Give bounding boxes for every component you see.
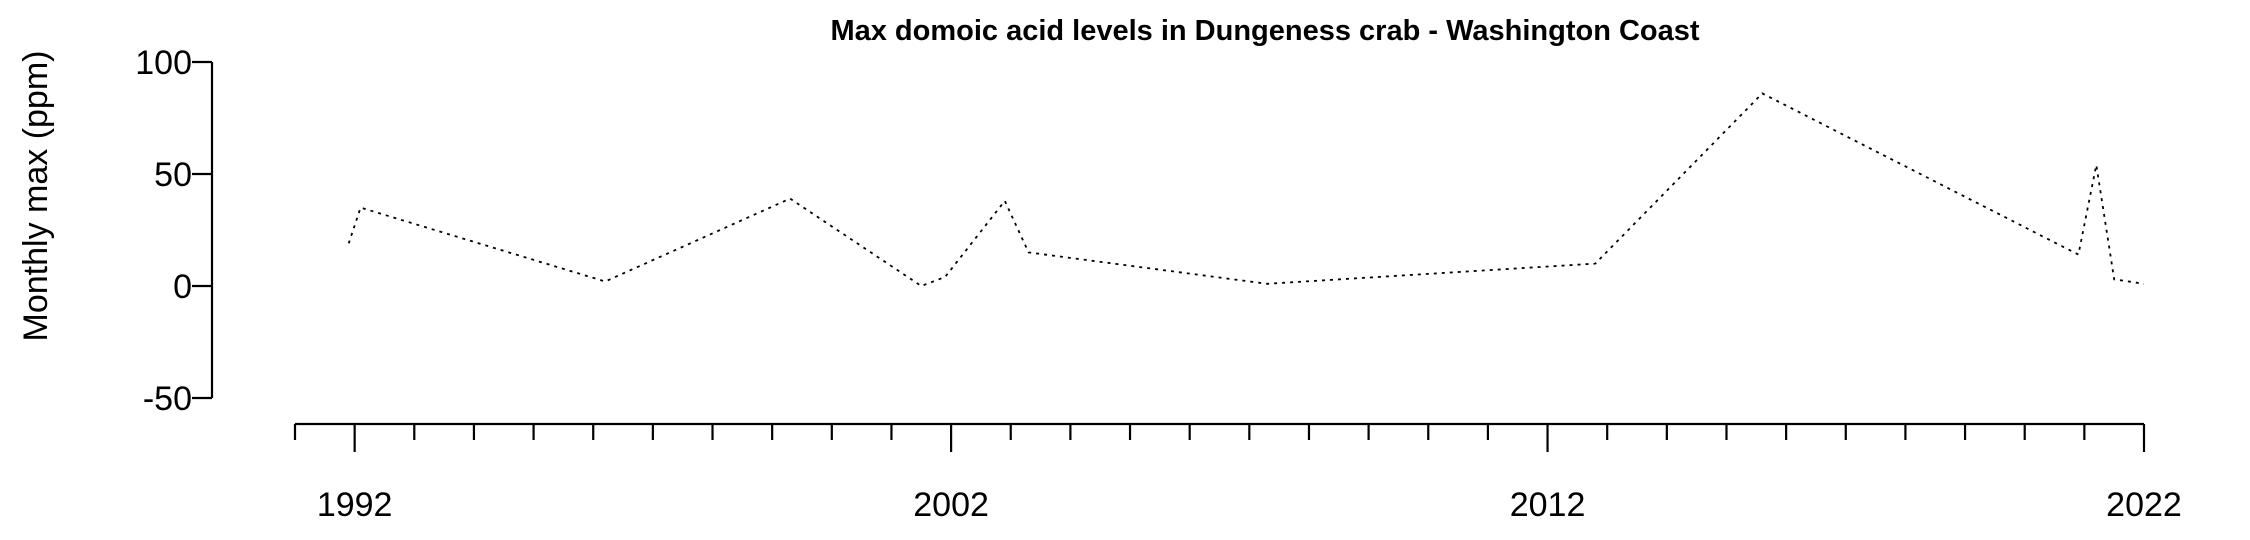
chart-title: Max domoic acid levels in Dungeness crab… <box>830 15 1699 47</box>
x-tick-label: 2022 <box>2106 486 2182 524</box>
x-axis: 1992 2002 2012 2022 <box>293 422 2182 524</box>
y-axis: -50 0 50 100 <box>135 44 214 418</box>
y-tick-label: 100 <box>135 44 192 82</box>
y-tick-label: -50 <box>143 380 192 418</box>
x-tick-label: 1992 <box>317 486 393 524</box>
plot-area <box>347 92 2145 288</box>
y-tick-label: 0 <box>173 268 192 306</box>
x-tick-label: 2012 <box>1510 486 1586 524</box>
y-tick-label: 50 <box>154 156 192 194</box>
series-line <box>347 92 2145 288</box>
y-axis-title: Monthly max (ppm) <box>17 51 55 342</box>
x-tick-label: 2002 <box>913 486 989 524</box>
